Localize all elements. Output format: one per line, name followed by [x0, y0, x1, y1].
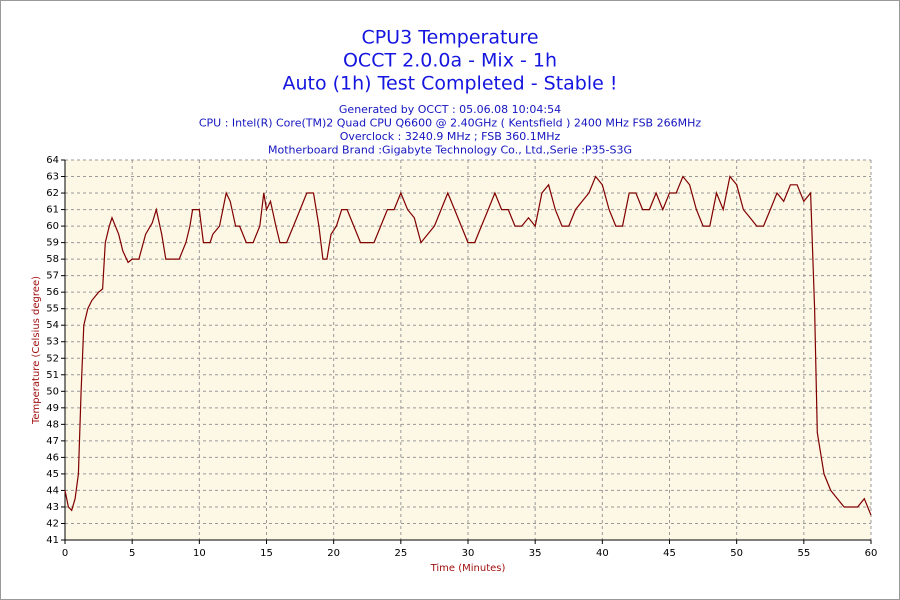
x-tick-label: 30 [462, 548, 475, 559]
y-tick-label: 61 [46, 205, 59, 216]
y-tick-label: 53 [46, 337, 59, 348]
y-tick-label: 55 [46, 304, 59, 315]
y-tick-label: 57 [46, 271, 59, 282]
chart-title: Auto (1h) Test Completed - Stable ! [282, 73, 617, 95]
chart-title: OCCT 2.0.0a - Mix - 1h [343, 50, 557, 72]
chart-subtitle: Overclock : 3240.9 MHz ; FSB 360.1MHz [340, 130, 561, 143]
x-tick-label: 5 [129, 548, 135, 559]
y-tick-label: 58 [46, 254, 59, 265]
y-tick-label: 50 [46, 386, 59, 397]
y-tick-label: 59 [46, 238, 59, 249]
chart-subtitle: CPU : Intel(R) Core(TM)2 Quad CPU Q6600 … [199, 117, 701, 130]
x-tick-label: 55 [797, 548, 810, 559]
y-tick-label: 43 [46, 502, 59, 513]
y-tick-label: 60 [46, 221, 59, 232]
y-tick-label: 48 [46, 419, 59, 430]
y-tick-label: 54 [46, 320, 59, 331]
y-tick-label: 45 [46, 469, 59, 480]
x-tick-label: 40 [596, 548, 609, 559]
y-tick-label: 46 [46, 452, 59, 463]
x-tick-label: 10 [193, 548, 206, 559]
y-tick-label: 62 [46, 188, 59, 199]
y-tick-label: 56 [46, 287, 59, 298]
y-axis-label: Temperature (Celsius degree) [31, 276, 42, 425]
y-tick-label: 49 [46, 403, 59, 414]
x-tick-label: 50 [730, 548, 743, 559]
y-tick-label: 44 [46, 485, 59, 496]
y-tick-label: 64 [46, 155, 59, 166]
chart-subtitle: Generated by OCCT : 05.06.08 10:04:54 [339, 103, 561, 116]
data-line [64, 175, 872, 516]
x-tick-label: 15 [260, 548, 273, 559]
chart-subtitle: Motherboard Brand :Gigabyte Technology C… [268, 144, 632, 157]
chart-title: CPU3 Temperature [361, 27, 538, 49]
y-tick-label: 63 [46, 172, 59, 183]
y-tick-label: 41 [46, 535, 59, 546]
x-tick-label: 0 [62, 548, 68, 559]
y-tick-label: 42 [46, 518, 59, 529]
plot-area [65, 160, 871, 540]
x-tick-label: 20 [327, 548, 340, 559]
x-tick-label: 35 [529, 548, 542, 559]
x-tick-label: 25 [394, 548, 407, 559]
x-axis-label: Time (Minutes) [430, 563, 506, 574]
x-tick-label: 60 [865, 548, 878, 559]
y-tick-label: 47 [46, 436, 59, 447]
y-tick-label: 51 [46, 370, 59, 381]
y-tick-label: 52 [46, 353, 59, 364]
x-tick-label: 45 [663, 548, 676, 559]
